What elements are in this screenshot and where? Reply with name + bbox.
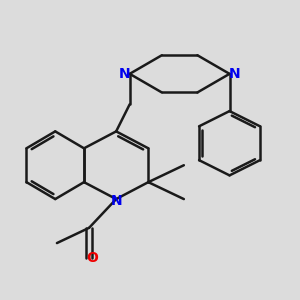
Text: N: N (110, 194, 122, 208)
Text: O: O (86, 251, 98, 265)
Text: N: N (229, 67, 240, 81)
Text: N: N (119, 67, 130, 81)
